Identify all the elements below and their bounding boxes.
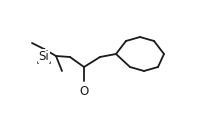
Text: O: O <box>79 85 89 98</box>
Text: Si: Si <box>39 50 49 63</box>
